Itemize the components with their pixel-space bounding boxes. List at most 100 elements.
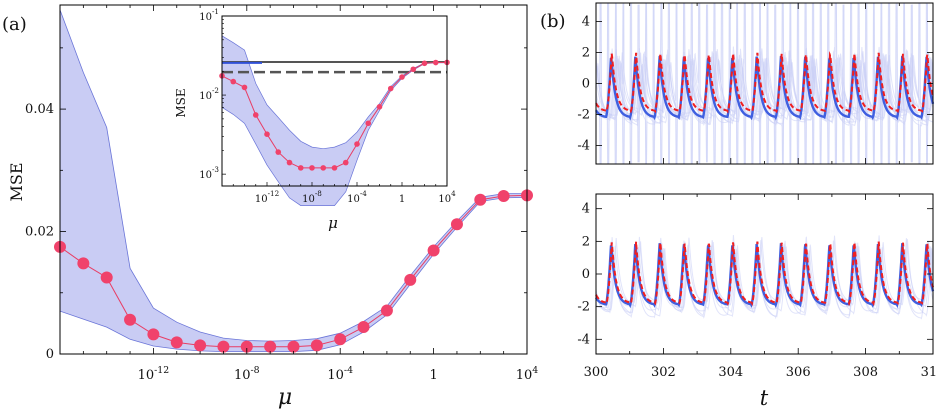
a-y-tick-label: 0: [46, 347, 54, 362]
inset-y-tick-label: 10-3: [199, 165, 219, 181]
inset-markers: [219, 59, 450, 171]
inset-marker: [230, 78, 237, 85]
b-y-tick-label: 2: [582, 46, 590, 61]
b-true-line: [595, 241, 934, 307]
inset-x-axis-label: μ: [328, 214, 338, 232]
a-ticks: [59, 5, 528, 355]
b-x-axis-label: t: [760, 386, 769, 410]
b-y-tick-label: -4: [577, 138, 590, 153]
a-marker: [497, 190, 510, 203]
inset-x-tick-labels: 10-12 10-8 10-4 1 104: [255, 189, 456, 205]
a-x-tick-label: 1: [429, 368, 437, 383]
inset-marker: [331, 165, 338, 171]
b-x-tick-label: 302: [651, 365, 676, 380]
inset-marker: [376, 104, 383, 110]
a-marker: [240, 340, 253, 353]
a-x-tick-label: 10-4: [327, 365, 353, 383]
a-markers: [54, 189, 533, 353]
a-marker: [427, 244, 440, 257]
b-y-tick-label: 2: [582, 234, 590, 249]
a-y-tick-labels: 0 0.02 0.04: [25, 102, 54, 362]
inset-x-tick-label: 10-4: [347, 189, 367, 205]
b-top-y-tick-labels: 4 2 0 -2 -4: [577, 15, 590, 154]
inset-marker: [252, 112, 259, 118]
a-x-tick-labels: 10-12 10-8 10-4 1 104: [138, 365, 539, 383]
a-marker: [474, 193, 487, 206]
a-y-axis-label: MSE: [7, 162, 26, 201]
inset-y-tick-label: 10-2: [199, 86, 219, 102]
a-marker: [194, 339, 207, 352]
a-marker: [357, 321, 370, 334]
b-y-tick-label: 0: [582, 77, 590, 92]
a-marker: [217, 340, 230, 353]
inset-reference-lines: [222, 60, 447, 74]
a-y-tick-label: 0.04: [25, 102, 54, 117]
inset-marker: [410, 66, 417, 73]
a-x-tick-label: 10-12: [138, 365, 170, 383]
inset-x-tick-label: 10-12: [255, 189, 279, 205]
inset-marker: [421, 60, 428, 67]
inset-marker: [387, 85, 394, 92]
inset-y-axis-label: MSE: [174, 88, 188, 117]
inset-marker: [320, 165, 327, 171]
b-y-tick-label: 4: [582, 202, 590, 217]
b-y-tick-label: 4: [582, 15, 590, 30]
inset-x-tick-label: 104: [438, 189, 456, 205]
b-true-line: [595, 51, 934, 114]
panel-a-label: (a): [2, 14, 27, 35]
a-marker: [450, 218, 463, 231]
a-inset: 10-12 10-8 10-4 1 104 10-1 10-2 10-3 μ MSE: [174, 7, 456, 232]
b-bottom-x-tick-labels: 300 302 304 306 308 310: [584, 365, 938, 380]
inset-marker: [264, 131, 270, 137]
inset-x-tick-label: 10-8: [302, 189, 322, 205]
panel-a: (a) 10-12 10-8 10-4 1 104 00.020.04 μ MSE 10…: [2, 4, 539, 410]
b-bottom-series: [595, 241, 935, 309]
inset-y-tick-label: 10-1: [199, 7, 219, 23]
a-marker: [170, 336, 183, 349]
b-x-tick-label: 300: [584, 365, 609, 380]
inset-marker: [399, 74, 405, 80]
b-bottom-y-tick-labels: 4 2 0 -2 -4: [577, 202, 590, 348]
a-x-tick-label: 10-8: [234, 365, 260, 383]
panel-b-label: (b): [540, 11, 566, 32]
a-marker: [100, 271, 113, 284]
a-marker: [334, 333, 347, 346]
a-x-tick-label: 104: [516, 365, 539, 383]
b-top-series: [595, 51, 935, 121]
b-x-tick-label: 304: [718, 365, 743, 380]
inset-marker: [275, 149, 282, 155]
a-x-axis-label: μ: [278, 385, 292, 410]
b-top-ticks: [595, 3, 934, 164]
inset-marker: [309, 165, 315, 171]
inset-ticks: [221, 15, 448, 186]
b-y-tick-label: 0: [582, 267, 590, 282]
a-y-tick-label: 0.02: [25, 225, 54, 240]
b-y-tick-label: -4: [577, 332, 590, 347]
inset-x-tick-label: 1: [399, 194, 405, 205]
b-bottom-ticks: [595, 194, 934, 354]
inset-marker: [241, 84, 248, 91]
a-marker: [380, 304, 393, 317]
b-x-tick-label: 308: [853, 365, 878, 380]
inset-marker: [297, 165, 304, 171]
a-marker: [264, 340, 277, 353]
inset-marker: [432, 59, 439, 66]
inset-y-tick-labels: 10-1 10-2 10-3: [199, 7, 219, 181]
b-y-tick-label: -2: [577, 300, 590, 315]
inset-marker: [354, 141, 360, 147]
a-marker: [310, 339, 323, 352]
inset-marker: [365, 120, 372, 127]
b-y-tick-label: -2: [577, 107, 590, 122]
b-ghost-trajectory: [595, 2, 934, 122]
a-marker: [77, 257, 90, 270]
a-marker: [147, 328, 160, 341]
a-marker: [287, 340, 300, 353]
panel-b: (b) 4 2 0 -2 -4 4 2 0 -2 -4 300 302 304 306 308 310 t: [540, 2, 938, 410]
inset-marker: [342, 159, 349, 166]
b-x-tick-label: 306: [786, 365, 811, 380]
b-ghost-trajectory: [595, 235, 934, 318]
inset-marker: [286, 159, 293, 166]
a-marker: [124, 313, 137, 326]
a-marker: [404, 273, 417, 286]
